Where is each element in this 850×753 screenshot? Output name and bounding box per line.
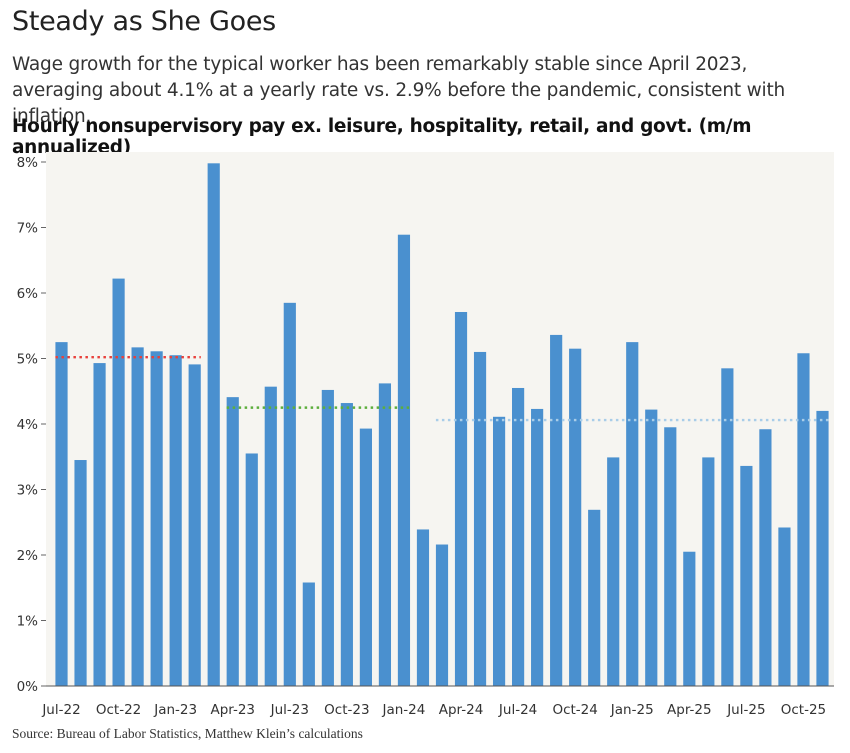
y-tick-label: 0% (17, 679, 39, 695)
bar-Nov-22 (131, 347, 144, 686)
bar-Nov-23 (359, 428, 372, 686)
bar-Sep-22 (93, 363, 106, 686)
bar-Oct-23 (340, 403, 353, 686)
x-tick-label: Oct-23 (324, 702, 369, 718)
bar-chart: 0% 1% 2% 3% 4% 5% 6% 7% 8% Jul-22 Oct-22 Jan-23 Apr… (17, 152, 834, 718)
x-tick-label: Jan-25 (610, 702, 654, 718)
x-tick-label: Oct-25 (781, 702, 826, 718)
x-tick-label: Jul-25 (726, 702, 765, 718)
y-tick-label: 4% (17, 417, 39, 433)
bar-Aug-25 (759, 429, 772, 686)
bar-Dec-22 (150, 351, 163, 686)
bar-Dec-23 (378, 383, 392, 686)
bar-Apr-23 (226, 397, 239, 686)
bar-Oct-22 (112, 278, 125, 686)
bar-Sep-24 (550, 334, 563, 686)
y-tick-label: 5% (17, 352, 39, 368)
bar-Jan-24 (397, 234, 411, 686)
y-tick-label: 7% (17, 221, 39, 237)
bar-series (55, 163, 829, 686)
bar-Jul-23 (283, 302, 296, 686)
bar-Oct-25 (797, 353, 810, 686)
bar-Mar-24 (435, 544, 449, 686)
x-tick-label: Jul-22 (41, 702, 80, 718)
x-tick-label: Oct-22 (96, 702, 141, 718)
bar-Jan-23 (169, 355, 182, 686)
bar-Apr-25 (683, 551, 696, 686)
y-axis: 0% 1% 2% 3% 4% 5% 6% 7% 8% (17, 155, 46, 695)
x-tick-label: Apr-25 (667, 702, 712, 718)
bar-Jun-24 (492, 416, 506, 686)
bar-Mar-25 (664, 427, 677, 686)
bar-Jan-25 (626, 342, 639, 686)
bar-Oct-24 (569, 348, 582, 686)
source-note: Source: Bureau of Labor Statistics, Matt… (12, 726, 363, 741)
page-title: Steady as She Goes (12, 6, 276, 37)
bar-Nov-25 (816, 410, 829, 686)
bar-Feb-24 (416, 529, 430, 686)
x-tick-label: Jul-23 (270, 702, 309, 718)
bar-May-25 (702, 457, 715, 686)
bar-Jun-25 (721, 368, 734, 686)
bar-May-23 (245, 453, 258, 686)
y-tick-label: 1% (17, 614, 39, 630)
bar-Aug-23 (302, 582, 315, 686)
bar-Aug-24 (531, 408, 544, 686)
subtitle: Wage growth for the typical worker has b… (12, 54, 786, 127)
bar-Jul-25 (740, 465, 753, 686)
y-tick-label: 2% (17, 548, 39, 564)
bar-Jul-24 (512, 387, 525, 686)
x-tick-label: Jul-24 (498, 702, 537, 718)
x-tick-label: Jan-23 (153, 702, 197, 718)
x-tick-label: Apr-24 (439, 702, 484, 718)
bar-Feb-23 (188, 364, 201, 686)
y-tick-label: 3% (17, 483, 39, 499)
x-axis: Jul-22 Oct-22 Jan-23 Apr-23 Jul-23 Oct-23 Jan-… (41, 702, 826, 718)
bar-Sep-25 (778, 527, 791, 686)
bar-May-24 (473, 351, 487, 686)
y-tick-label: 6% (17, 286, 39, 302)
bar-Apr-24 (454, 311, 468, 686)
bar-Jul-22 (55, 342, 68, 686)
bar-Jun-23 (264, 386, 277, 686)
bar-Dec-24 (607, 457, 620, 686)
bar-Sep-23 (321, 389, 334, 686)
x-tick-label: Apr-23 (210, 702, 255, 718)
average-lines (55, 355, 829, 422)
bar-Nov-24 (588, 509, 601, 686)
bar-Mar-23 (207, 163, 220, 686)
bar-Aug-22 (74, 460, 87, 686)
bar-Feb-25 (645, 409, 658, 686)
x-tick-label: Oct-24 (552, 702, 597, 718)
y-tick-label: 8% (17, 155, 39, 171)
x-tick-label: Jan-24 (382, 702, 426, 718)
